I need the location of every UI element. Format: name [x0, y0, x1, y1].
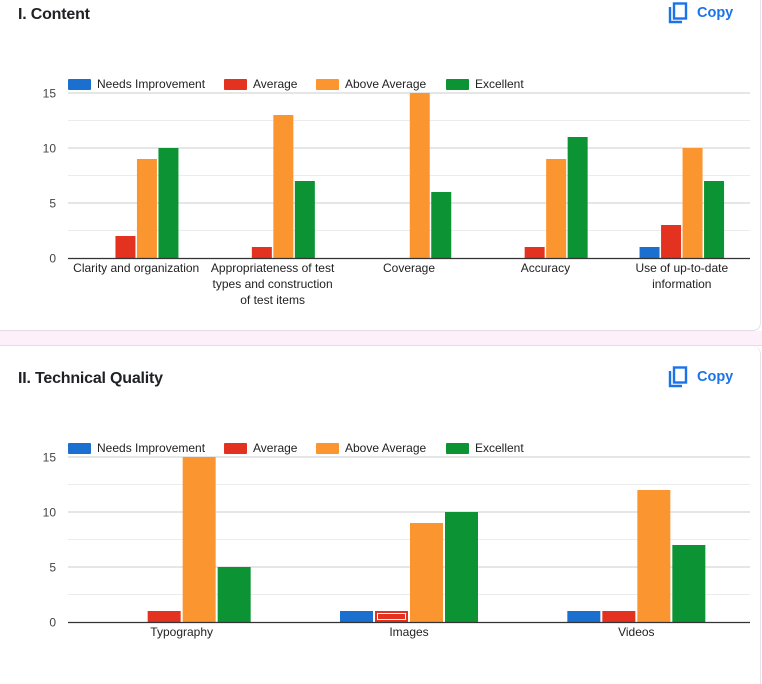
technical-quality-section-card: II. Technical Quality Copy 0 5 10 15 Needs I… — [0, 346, 761, 684]
legend-item: Needs Improvement — [68, 441, 206, 455]
legend-label: Excellent — [475, 441, 524, 455]
legend-swatch — [316, 443, 339, 454]
y-tick-label: 0 — [49, 616, 56, 630]
legend-item: Average — [224, 441, 298, 455]
bar-highlight-outline — [377, 613, 406, 620]
bar — [567, 611, 601, 622]
legend-swatch — [446, 443, 469, 454]
bar — [410, 523, 443, 622]
y-tick-label: 5 — [49, 197, 56, 211]
x-category-label: Videos — [618, 625, 654, 639]
x-category-label: Coverage — [383, 261, 435, 275]
content-section-card: I. Content Copy 0 5 10 15 Needs Improvement A… — [0, 0, 761, 331]
bar — [682, 148, 703, 258]
copy-icon — [668, 2, 688, 24]
bar — [294, 181, 315, 258]
bar — [273, 115, 294, 258]
legend-swatch — [68, 79, 91, 90]
bar — [704, 181, 725, 258]
legend-label: Needs Improvement — [97, 77, 206, 91]
legend-label: Average — [253, 441, 298, 455]
x-category-label: of test items — [240, 293, 305, 307]
legend-item: Excellent — [446, 441, 524, 455]
bar — [340, 611, 373, 622]
legend-swatch — [224, 443, 247, 454]
section-title: II. Technical Quality — [18, 370, 163, 387]
legend-swatch — [316, 79, 339, 90]
bar — [182, 457, 216, 622]
x-category-label: Appropriateness of test — [211, 261, 335, 275]
copy-chart-button[interactable]: Copy — [668, 2, 733, 24]
legend-item: Average — [224, 77, 298, 91]
bar — [217, 567, 251, 622]
bar — [567, 137, 588, 258]
x-category-label: Images — [389, 625, 428, 639]
y-tick-label: 10 — [43, 142, 57, 156]
x-category-label: information — [652, 277, 711, 291]
legend-label: Excellent — [475, 77, 524, 91]
bar — [136, 159, 157, 258]
bar — [661, 225, 682, 258]
legend-item: Excellent — [446, 77, 524, 91]
x-category-label: Clarity and organization — [73, 261, 199, 275]
bar — [524, 247, 545, 258]
legend-swatch — [446, 79, 469, 90]
legend-swatch — [224, 79, 247, 90]
copy-icon — [668, 366, 688, 388]
legend-item: Above Average — [316, 77, 427, 91]
bar — [251, 247, 272, 258]
legend-label: Above Average — [345, 441, 427, 455]
y-tick-label: 15 — [43, 87, 57, 101]
bar — [445, 512, 478, 622]
y-tick-label: 5 — [49, 561, 56, 575]
x-category-label: Typography — [150, 625, 213, 639]
bar — [115, 236, 136, 258]
bar — [546, 159, 567, 258]
y-tick-label: 0 — [49, 252, 56, 266]
bar — [375, 611, 408, 622]
legend-item: Above Average — [316, 441, 427, 455]
copy-label: Copy — [697, 369, 734, 385]
legend-label: Needs Improvement — [97, 441, 206, 455]
section-divider — [0, 331, 762, 346]
bar — [637, 490, 671, 622]
bar — [672, 545, 706, 622]
bar — [431, 192, 452, 258]
copy-chart-button[interactable]: Copy — [668, 366, 733, 388]
x-category-label: Accuracy — [521, 261, 570, 275]
legend-label: Above Average — [345, 77, 427, 91]
bar — [409, 93, 430, 258]
legend-item: Needs Improvement — [68, 77, 206, 91]
bar — [602, 611, 636, 622]
bar — [639, 247, 660, 258]
y-tick-label: 15 — [43, 451, 57, 465]
content-bar-chart: 0 5 10 15 Needs Improvement Average Above Aver… — [43, 77, 750, 307]
bar — [158, 148, 179, 258]
legend-label: Average — [253, 77, 298, 91]
y-tick-label: 10 — [43, 506, 57, 520]
x-category-label: types and construction — [213, 277, 333, 291]
section-title: I. Content — [18, 6, 90, 23]
bar — [147, 611, 181, 622]
copy-label: Copy — [697, 5, 734, 21]
x-category-label: Use of up-to-date — [635, 261, 728, 275]
legend-swatch — [68, 443, 91, 454]
